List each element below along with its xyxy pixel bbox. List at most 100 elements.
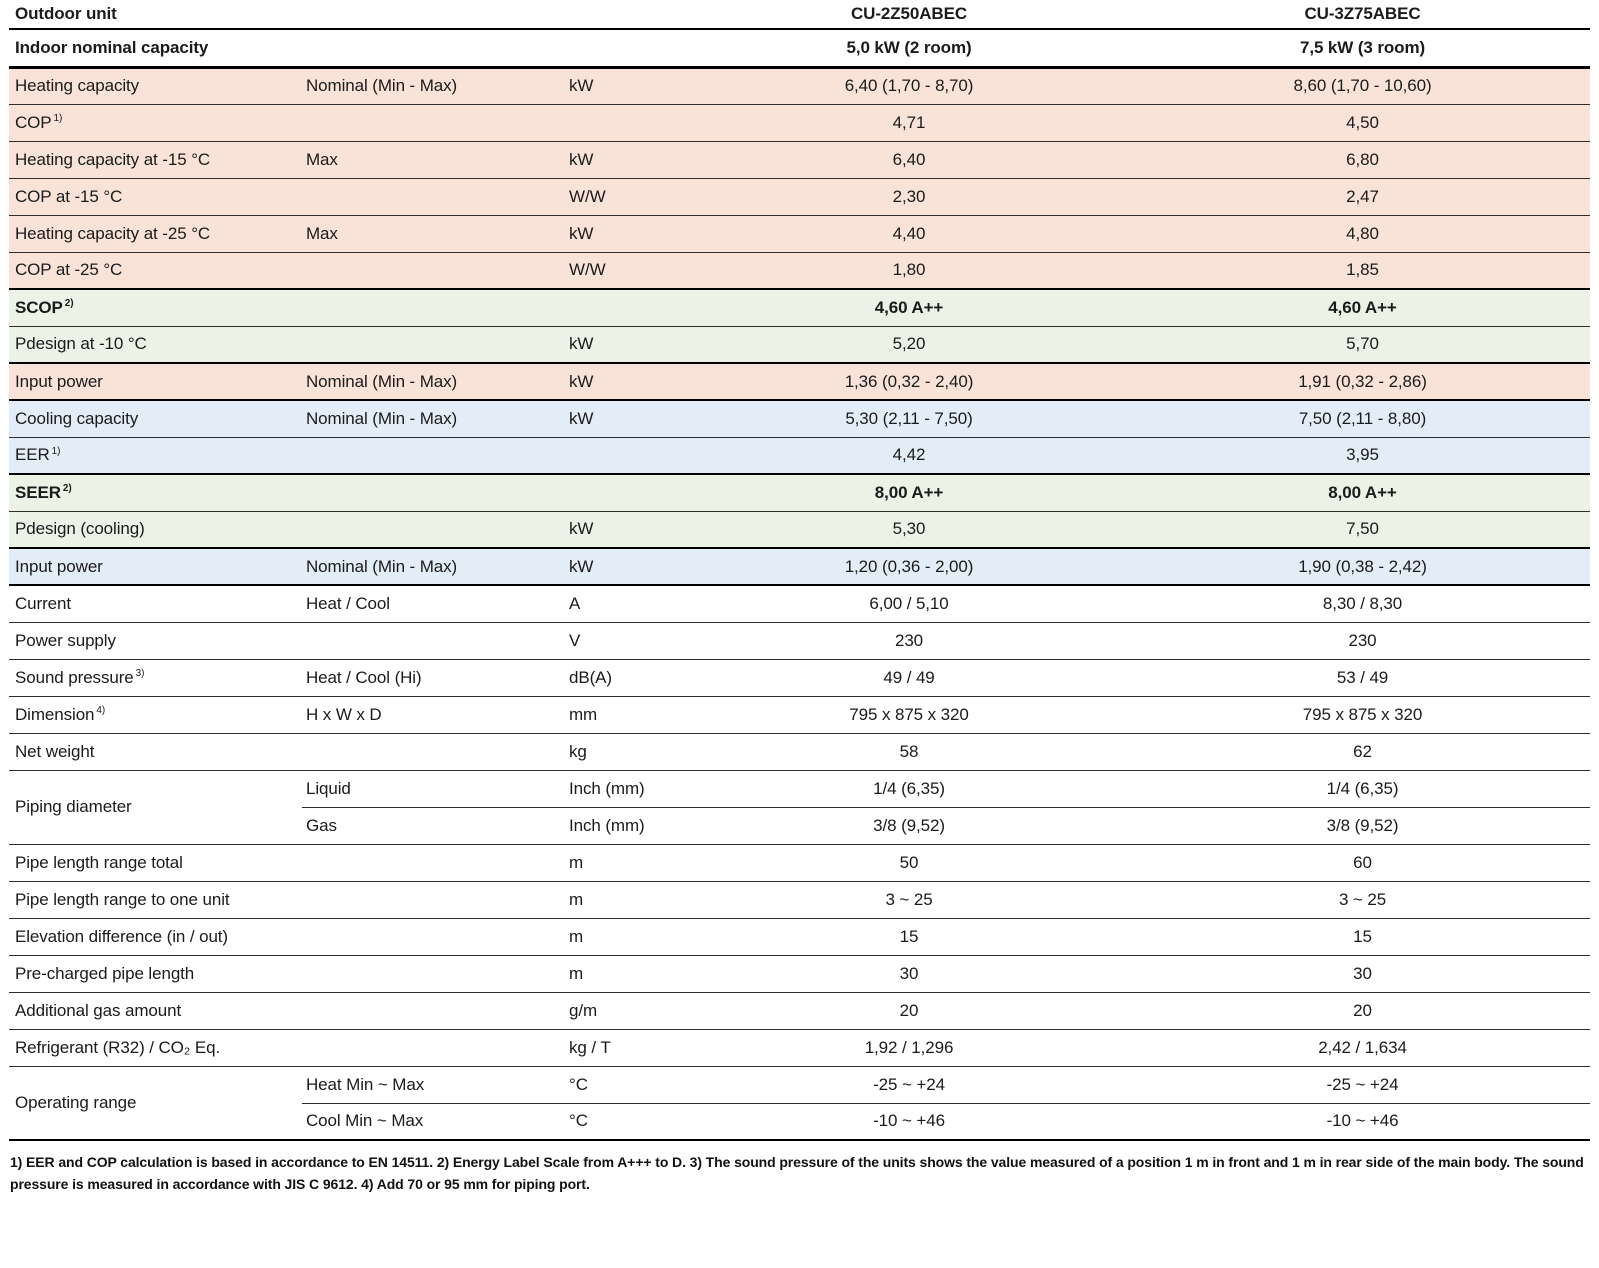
row-label-text: Elevation difference (in / out) xyxy=(15,926,228,946)
row-value-model-2: 3 ~ 25 xyxy=(1135,880,1591,918)
row-label: Pdesign (cooling) xyxy=(9,510,302,548)
row-unit xyxy=(565,288,684,326)
row-sub-label xyxy=(302,288,565,326)
row-sub-label xyxy=(302,1028,565,1066)
row-value-model-2: 7,50 (2,11 - 8,80) xyxy=(1135,399,1591,437)
row-unit: kg xyxy=(565,732,684,770)
row-label: COP at -25 °C xyxy=(9,251,302,289)
row-sub-label: Nominal (Min - Max) xyxy=(302,547,565,585)
row-value-model-1: 49 / 49 xyxy=(683,658,1136,696)
row-label: COP at -15 °C xyxy=(9,177,302,215)
row-sub-label: Max xyxy=(302,214,565,252)
row-label: Pipe length range total xyxy=(9,843,302,881)
table-row: Current Heat / Cool A 6,00 / 5,10 8,30 / 8,3… xyxy=(9,584,1591,622)
table-row: Heating capacity Nominal (Min - Max) kW 6,4… xyxy=(9,67,1591,104)
row-value-model-2: 8,60 (1,70 - 10,60) xyxy=(1135,67,1591,104)
table-row: Pipe length range total m 50 60 xyxy=(9,843,1591,881)
row-value-model-1: 20 xyxy=(683,991,1136,1029)
row-value-model-1: -25 ~ +24 xyxy=(683,1065,1136,1103)
model-name-1: CU-2Z50ABEC xyxy=(683,0,1136,30)
row-label: Current xyxy=(9,584,302,622)
table-row: SEER 2) 8,00 A++ 8,00 A++ xyxy=(9,473,1591,511)
row-label: Pipe length range to one unit xyxy=(9,880,302,918)
row-label: Cooling capacity xyxy=(9,399,302,437)
row-label-text: Pdesign at -10 °C xyxy=(15,334,147,354)
footnote-marker: 1) xyxy=(51,445,61,457)
row-value-model-1: -10 ~ +46 xyxy=(683,1102,1136,1140)
row-value-model-1: 58 xyxy=(683,732,1136,770)
row-unit: kW xyxy=(565,362,684,400)
row-label-text: SEER xyxy=(15,482,61,502)
row-label: Heating capacity xyxy=(9,67,302,104)
row-label: Pre-charged pipe length xyxy=(9,954,302,992)
row-label: Heating capacity at -25 °C xyxy=(9,214,302,252)
row-sub-label xyxy=(302,732,565,770)
row-value-model-1: 4,60 A++ xyxy=(683,288,1136,326)
row-label-text: COP at -25 °C xyxy=(15,260,123,280)
table-row: Gas Inch (mm) 3/8 (9,52) 3/8 (9,52) xyxy=(9,806,1591,844)
row-value-model-2: 230 xyxy=(1135,621,1591,659)
row-unit: °C xyxy=(565,1102,684,1140)
row-value-model-2: 4,60 A++ xyxy=(1135,288,1591,326)
table-row: Pdesign at -10 °C kW 5,20 5,70 xyxy=(9,325,1591,363)
row-value-model-1: 30 xyxy=(683,954,1136,992)
row-value-model-2: 1/4 (6,35) xyxy=(1135,769,1591,807)
row-value-model-2: 53 / 49 xyxy=(1135,658,1591,696)
row-label-text: EER xyxy=(15,445,50,465)
row-sub-label: H x W x D xyxy=(302,695,565,733)
table-row: Operating range Heat Min ~ Max °C -25 ~ +24… xyxy=(9,1065,1591,1140)
row-label-text: Net weight xyxy=(15,741,95,761)
row-value-model-2: 3/8 (9,52) xyxy=(1135,806,1591,844)
row-sub-label xyxy=(302,843,565,881)
row-value-model-1: 4,71 xyxy=(683,103,1136,141)
row-label: Power supply xyxy=(9,621,302,659)
row-unit: °C xyxy=(565,1065,684,1103)
row-unit xyxy=(565,473,684,511)
table-row: Power supply V 230 230 xyxy=(9,621,1591,659)
row-unit: Inch (mm) xyxy=(565,769,684,807)
row-unit: kW xyxy=(565,67,684,104)
row-value-model-1: 6,40 (1,70 - 8,70) xyxy=(683,67,1136,104)
row-value-model-2: 15 xyxy=(1135,917,1591,955)
row-label-text: Additional gas amount xyxy=(15,1000,182,1020)
table-row: Refrigerant (R32) / CO₂ Eq. kg / T 1,92 / … xyxy=(9,1028,1591,1066)
row-unit: kW xyxy=(565,547,684,585)
table-row: Additional gas amount g/m 20 20 xyxy=(9,991,1591,1029)
row-sub-label: Nominal (Min - Max) xyxy=(302,67,565,104)
row-sub-label xyxy=(302,510,565,548)
table-row: Cool Min ~ Max °C -10 ~ +46 -10 ~ +46 xyxy=(9,1102,1591,1140)
table-row: COP at -15 °C W/W 2,30 2,47 xyxy=(9,177,1591,215)
row-value-model-1: 2,30 xyxy=(683,177,1136,215)
table-row: COP 1) 4,71 4,50 xyxy=(9,103,1591,141)
table-row: Sound pressure 3) Heat / Cool (Hi) dB(A) 49 … xyxy=(9,658,1591,696)
row-value-model-1: 4,42 xyxy=(683,436,1136,474)
row-value-model-1: 3 ~ 25 xyxy=(683,880,1136,918)
row-sub-label: Cool Min ~ Max xyxy=(302,1102,565,1140)
table-row: COP at -25 °C W/W 1,80 1,85 xyxy=(9,251,1591,289)
row-label-text: Heating capacity at -25 °C xyxy=(15,223,211,243)
row-sub-label xyxy=(302,954,565,992)
row-value-model-2: 30 xyxy=(1135,954,1591,992)
row-unit: Inch (mm) xyxy=(565,806,684,844)
row-sub-label xyxy=(302,991,565,1029)
footnote-marker: 2) xyxy=(62,483,72,495)
row-label-text: COP xyxy=(15,112,52,132)
row-value-model-1: 15 xyxy=(683,917,1136,955)
row-label: Operating range xyxy=(9,1065,302,1140)
row-unit: m xyxy=(565,843,684,881)
row-label-text: Input power xyxy=(15,556,103,576)
row-sub-label: Nominal (Min - Max) xyxy=(302,399,565,437)
row-label: Heating capacity at -15 °C xyxy=(9,140,302,178)
row-label-text: SCOP xyxy=(15,297,63,317)
row-sub-label xyxy=(302,103,565,141)
row-value-model-2: 7,50 xyxy=(1135,510,1591,548)
footnote-text: 1) EER and COP calculation is based in a… xyxy=(10,1154,1584,1192)
row-label-text: Heating capacity at -15 °C xyxy=(15,149,211,169)
row-sub-label xyxy=(302,177,565,215)
row-label-text: Refrigerant (R32) / CO₂ Eq. xyxy=(15,1037,221,1057)
table-row: Net weight kg 58 62 xyxy=(9,732,1591,770)
row-value-model-2: 8,30 / 8,30 xyxy=(1135,584,1591,622)
table-row: Elevation difference (in / out) m 15 15 xyxy=(9,917,1591,955)
footnote-marker: 3) xyxy=(135,667,145,679)
